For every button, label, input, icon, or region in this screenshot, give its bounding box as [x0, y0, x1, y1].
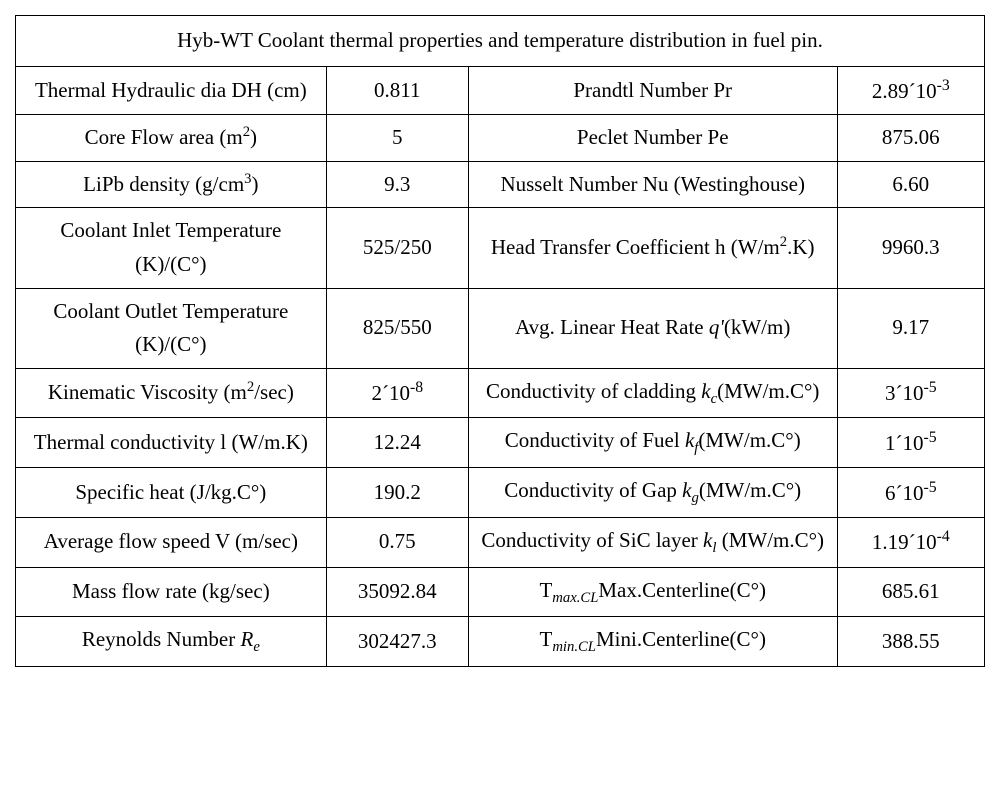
property-value-right: 875.06: [837, 115, 984, 162]
property-label-left: Thermal conductivity l (W/m.K): [16, 418, 327, 468]
property-value-left: 0.811: [326, 66, 468, 115]
property-value-right: 2.89´10-3: [837, 66, 984, 115]
property-value-right: 9960.3: [837, 208, 984, 288]
table-row: Coolant Outlet Temperature (K)/(C°)825/5…: [16, 288, 985, 368]
table-row: Thermal conductivity l (W/m.K)12.24Condu…: [16, 418, 985, 468]
property-value-left: 525/250: [326, 208, 468, 288]
property-label-right: Peclet Number Pe: [468, 115, 837, 162]
property-value-left: 9.3: [326, 161, 468, 208]
table-row: Mass flow rate (kg/sec)35092.84Tmax.CLMa…: [16, 567, 985, 617]
property-value-right: 6´10-5: [837, 468, 984, 518]
property-label-left: Specific heat (J/kg.C°): [16, 468, 327, 518]
table-row: Core Flow area (m2)5Peclet Number Pe875.…: [16, 115, 985, 162]
table-title: Hyb-WT Coolant thermal properties and te…: [16, 16, 985, 67]
property-label-right: Conductivity of Fuel kf(MW/m.C°): [468, 418, 837, 468]
property-value-left: 5: [326, 115, 468, 162]
property-value-right: 9.17: [837, 288, 984, 368]
property-label-left: Coolant Outlet Temperature (K)/(C°): [16, 288, 327, 368]
table-body: Thermal Hydraulic dia DH (cm)0.811Prandt…: [16, 66, 985, 666]
property-value-left: 2´10-8: [326, 368, 468, 418]
property-label-right: Conductivity of SiC layer kl (MW/m.C°): [468, 517, 837, 567]
property-label-left: Average flow speed V (m/sec): [16, 517, 327, 567]
property-value-left: 12.24: [326, 418, 468, 468]
property-value-left: 825/550: [326, 288, 468, 368]
table-row: LiPb density (g/cm3)9.3Nusselt Number Nu…: [16, 161, 985, 208]
property-label-right: Conductivity of Gap kg(MW/m.C°): [468, 468, 837, 518]
property-label-left: LiPb density (g/cm3): [16, 161, 327, 208]
property-value-right: 685.61: [837, 567, 984, 617]
property-label-left: Coolant Inlet Temperature (K)/(C°): [16, 208, 327, 288]
property-label-right: Nusselt Number Nu (Westinghouse): [468, 161, 837, 208]
property-value-right: 1.19´10-4: [837, 517, 984, 567]
property-value-left: 0.75: [326, 517, 468, 567]
property-label-left: Kinematic Viscosity (m2/sec): [16, 368, 327, 418]
property-value-left: 190.2: [326, 468, 468, 518]
table-row: Thermal Hydraulic dia DH (cm)0.811Prandt…: [16, 66, 985, 115]
property-label-right: Prandtl Number Pr: [468, 66, 837, 115]
table-row: Reynolds Number Re302427.3Tmin.CLMini.Ce…: [16, 617, 985, 667]
property-label-right: Avg. Linear Heat Rate q'(kW/m): [468, 288, 837, 368]
properties-table: Hyb-WT Coolant thermal properties and te…: [15, 15, 985, 667]
property-label-right: Tmax.CLMax.Centerline(C°): [468, 567, 837, 617]
property-value-right: 1´10-5: [837, 418, 984, 468]
property-value-left: 302427.3: [326, 617, 468, 667]
table-row: Coolant Inlet Temperature (K)/(C°)525/25…: [16, 208, 985, 288]
property-label-left: Core Flow area (m2): [16, 115, 327, 162]
property-label-left: Mass flow rate (kg/sec): [16, 567, 327, 617]
property-label-left: Reynolds Number Re: [16, 617, 327, 667]
property-value-left: 35092.84: [326, 567, 468, 617]
property-value-right: 388.55: [837, 617, 984, 667]
table-row: Average flow speed V (m/sec)0.75Conducti…: [16, 517, 985, 567]
table-row: Kinematic Viscosity (m2/sec)2´10-8Conduc…: [16, 368, 985, 418]
property-value-right: 6.60: [837, 161, 984, 208]
table-row: Specific heat (J/kg.C°)190.2Conductivity…: [16, 468, 985, 518]
property-value-right: 3´10-5: [837, 368, 984, 418]
property-label-right: Head Transfer Coefficient h (W/m2.K): [468, 208, 837, 288]
property-label-right: Tmin.CLMini.Centerline(C°): [468, 617, 837, 667]
table-title-row: Hyb-WT Coolant thermal properties and te…: [16, 16, 985, 67]
property-label-right: Conductivity of cladding kc(MW/m.C°): [468, 368, 837, 418]
property-label-left: Thermal Hydraulic dia DH (cm): [16, 66, 327, 115]
